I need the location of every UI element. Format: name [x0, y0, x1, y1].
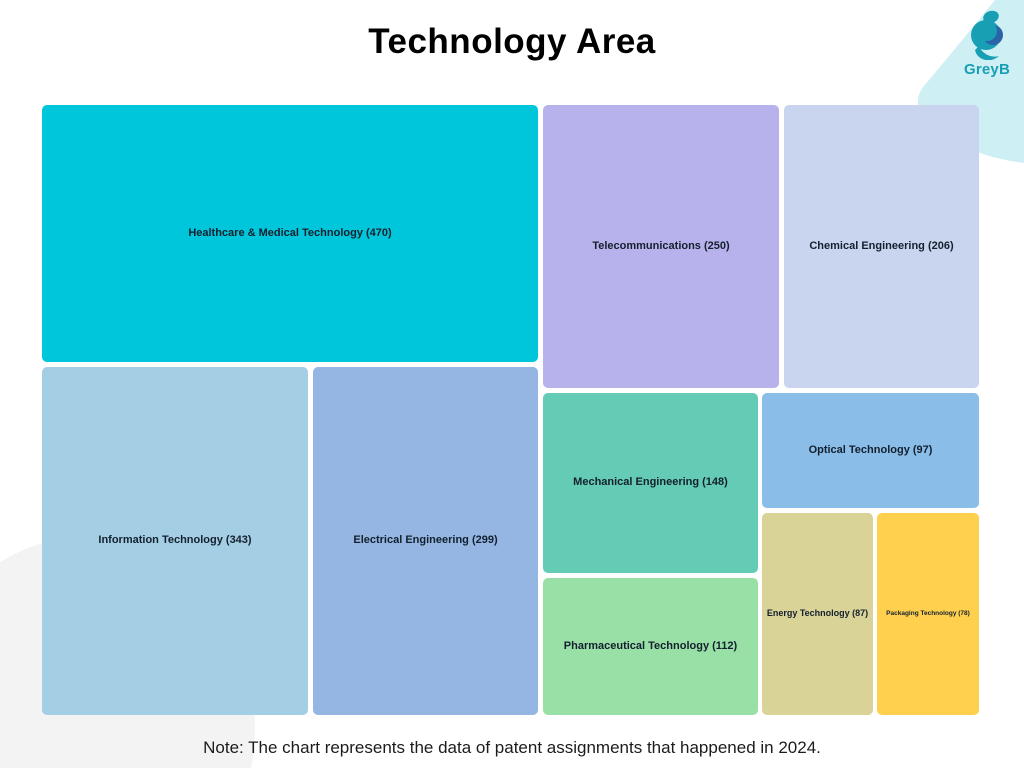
tile-label: Energy Technology (87) [766, 608, 869, 619]
treemap-tile-electrical-engineering: Electrical Engineering (299) [313, 367, 538, 715]
treemap-tile-packaging-technology: Packaging Technology (78) [877, 513, 979, 715]
treemap-tile-information-technology: Information Technology (343) [42, 367, 308, 715]
tile-label: Chemical Engineering (206) [809, 239, 954, 252]
tile-label: Pharmaceutical Technology (112) [563, 639, 738, 652]
footnote: Note: The chart represents the data of p… [203, 738, 821, 757]
tile-label: Mechanical Engineering (148) [573, 476, 728, 489]
tile-label: Healthcare & Medical Technology (470) [188, 226, 392, 239]
greyb-bird-icon [971, 10, 1003, 60]
chart-title: Technology Area [368, 22, 656, 61]
treemap-chart: Healthcare & Medical Technology (470) Te… [42, 105, 979, 715]
treemap-tile-mechanical-engineering: Mechanical Engineering (148) [543, 393, 758, 573]
tile-label: Electrical Engineering (299) [353, 534, 498, 547]
tile-label: Packaging Technology (78) [886, 609, 970, 617]
tile-label: Telecommunications (250) [592, 239, 730, 252]
treemap-tile-pharmaceutical-technology: Pharmaceutical Technology (112) [543, 578, 758, 715]
treemap-tile-optical-technology: Optical Technology (97) [762, 393, 979, 508]
greyb-logo: GreyB [956, 10, 1018, 78]
treemap-tile-healthcare-medical-technology: Healthcare & Medical Technology (470) [42, 105, 538, 362]
greyb-logo-text: GreyB [963, 61, 1011, 78]
tile-label: Optical Technology (97) [808, 443, 933, 456]
treemap-tile-telecommunications: Telecommunications (250) [543, 105, 779, 388]
treemap-tile-energy-technology: Energy Technology (87) [762, 513, 873, 715]
tile-label: Information Technology (343) [98, 534, 252, 547]
treemap-tile-chemical-engineering: Chemical Engineering (206) [784, 105, 979, 388]
